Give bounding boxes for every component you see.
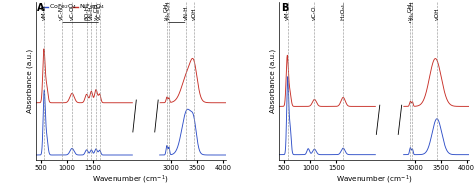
Text: vₛ CH: vₛ CH: [164, 4, 169, 20]
Text: vC=C: vC=C: [97, 4, 102, 20]
Bar: [376, 2, 401, 160]
Text: vOH: vOH: [191, 8, 197, 20]
X-axis label: Wavenumber (cm$^{-1}$): Wavenumber (cm$^{-1}$): [336, 173, 412, 186]
Text: A: A: [37, 3, 45, 14]
Text: vₐₛ CH: vₐₛ CH: [410, 2, 415, 20]
Text: vC-N: vC-N: [59, 6, 64, 20]
Text: B: B: [281, 3, 288, 14]
Text: vC-O: vC-O: [70, 6, 74, 20]
Y-axis label: Absorbance (a.u.): Absorbance (a.u.): [26, 49, 33, 113]
Text: vₛ CH: vₛ CH: [93, 4, 99, 20]
Y-axis label: Absorbance (a.u.): Absorbance (a.u.): [270, 49, 276, 113]
Text: vM-O: vM-O: [285, 5, 290, 20]
X-axis label: Wavenumber (cm$^{-1}$): Wavenumber (cm$^{-1}$): [92, 173, 169, 186]
Text: βO-H: βO-H: [84, 5, 89, 20]
Text: vₐₛ CH: vₐₛ CH: [166, 2, 172, 20]
Bar: [133, 2, 158, 160]
Text: vC-O: vC-O: [312, 6, 317, 20]
Text: H₂Oₐ⁤₅.: H₂Oₐ⁤₅.: [341, 3, 346, 20]
Text: CoFe$_2$O$_4$: CoFe$_2$O$_4$: [49, 2, 77, 11]
Text: vM-O: vM-O: [42, 5, 46, 20]
Text: NiFe$_2$O$_4$: NiFe$_2$O$_4$: [79, 2, 106, 11]
Text: vₛ CH: vₛ CH: [408, 4, 413, 20]
Text: vN-H: vN-H: [89, 6, 94, 20]
Text: vN-H: vN-H: [183, 6, 189, 20]
Text: vOH: vOH: [435, 8, 440, 20]
